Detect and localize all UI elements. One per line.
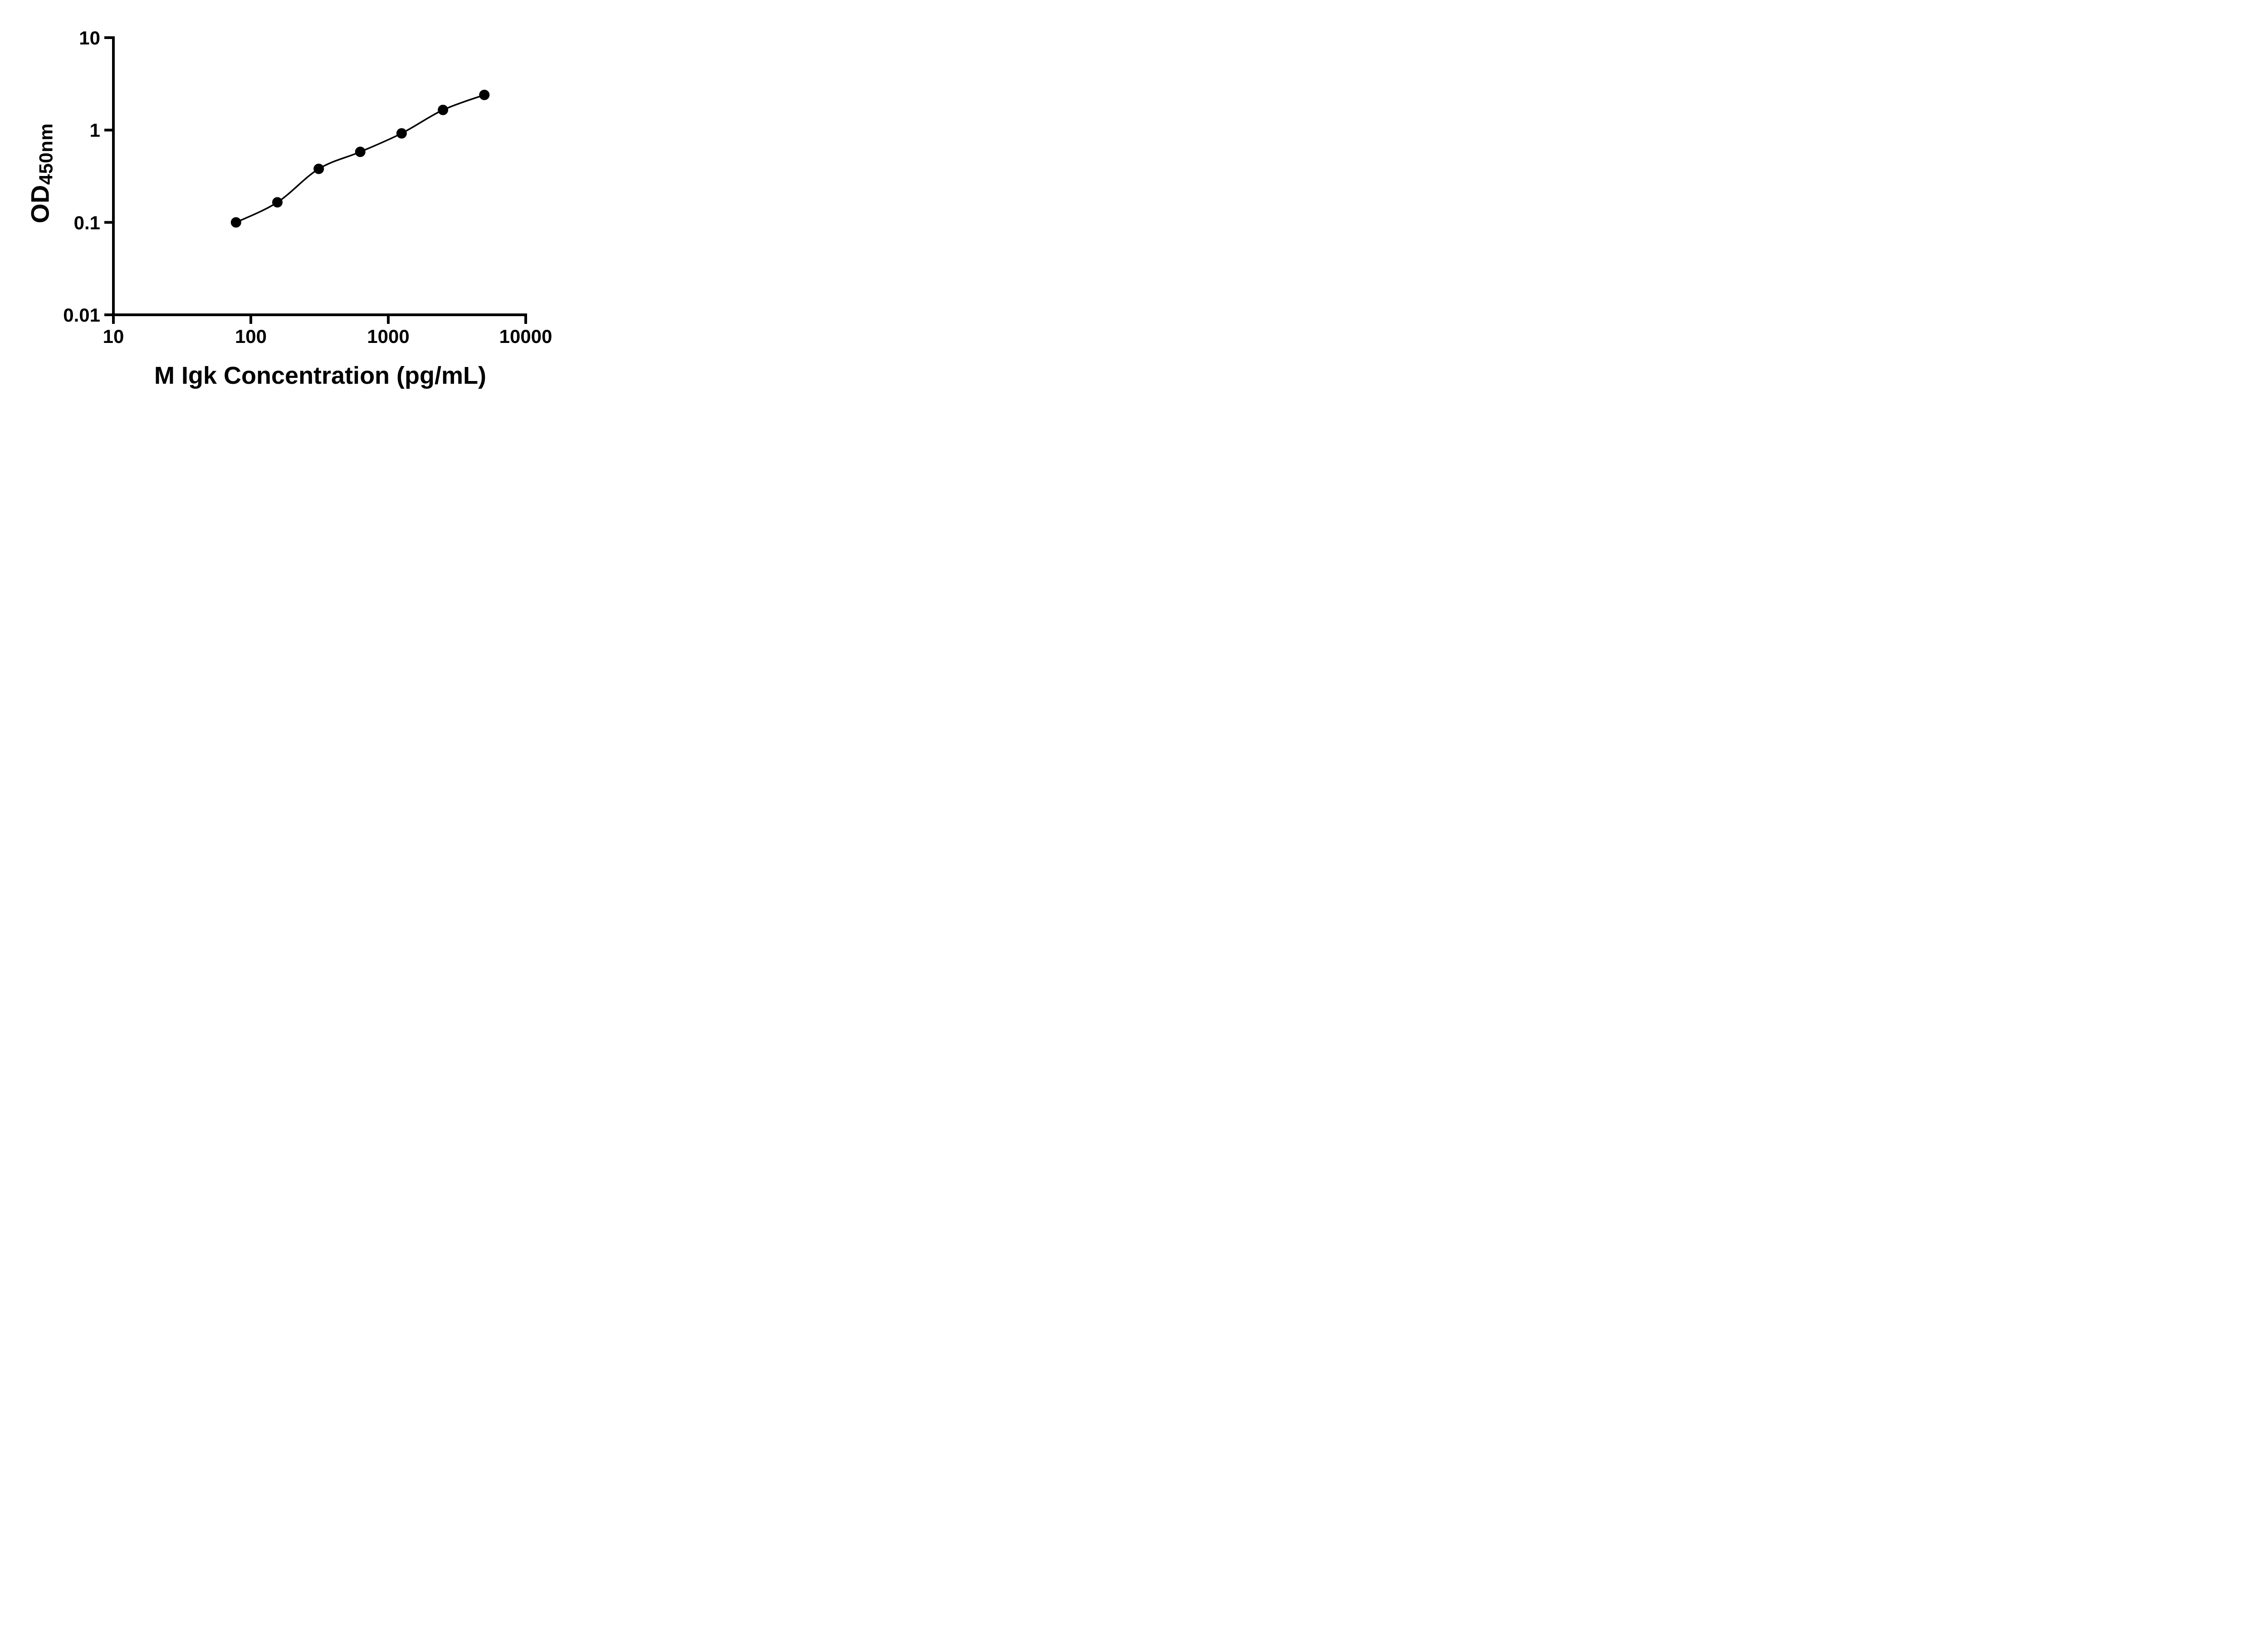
elisa-standard-curve-figure: 10 100 1000 10000 10 1 0.1 0.01 OD450nm M Igk C… bbox=[0, 0, 583, 408]
x-axis-title: M Igk Concentration (pg/mL) bbox=[154, 362, 486, 389]
data-point bbox=[479, 89, 490, 100]
y-axis-tick-label: 0.1 bbox=[74, 212, 100, 233]
y-axis-title: OD450nm bbox=[25, 123, 57, 224]
y-axis-tick-label: 1 bbox=[90, 120, 100, 141]
x-axis-tick-label: 10000 bbox=[499, 326, 552, 347]
data-point bbox=[313, 163, 324, 174]
x-axis-tick-label: 1000 bbox=[367, 326, 409, 347]
y-axis-tick-label: 10 bbox=[79, 27, 100, 49]
data-point bbox=[438, 104, 449, 115]
y-axis-title-subscript: 450nm bbox=[35, 123, 57, 185]
data-point bbox=[230, 217, 241, 228]
data-point bbox=[355, 147, 366, 157]
x-axis-tick-label: 10 bbox=[103, 326, 124, 347]
y-axis-title-main: OD bbox=[25, 185, 54, 224]
axis-lines bbox=[112, 36, 527, 316]
y-axis-tick-label: 0.01 bbox=[63, 304, 100, 326]
data-point bbox=[396, 128, 407, 139]
x-axis-tick-label: 100 bbox=[235, 326, 267, 347]
chart-plot-area: 10 100 1000 10000 10 1 0.1 0.01 bbox=[63, 27, 552, 347]
data-point bbox=[272, 197, 283, 208]
